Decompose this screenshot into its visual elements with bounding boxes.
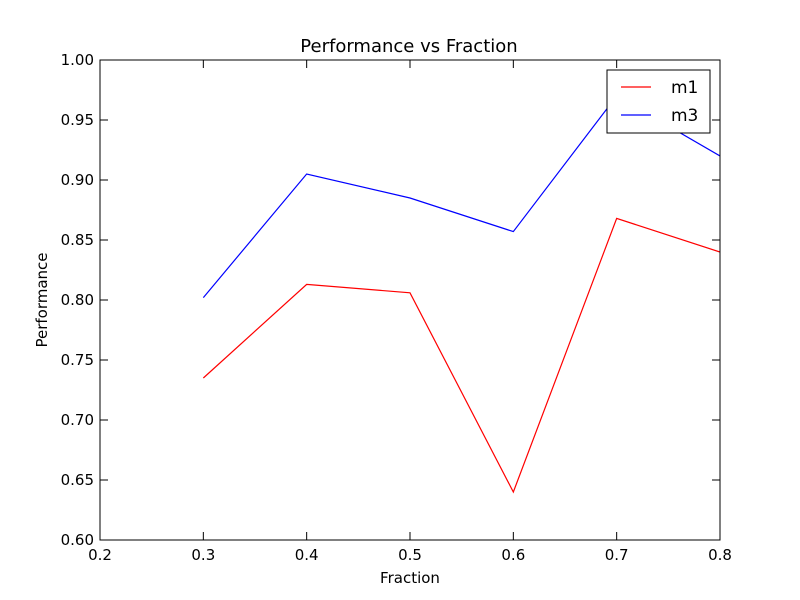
legend-box <box>606 69 711 134</box>
x-tick-label: 0.6 <box>501 546 525 564</box>
y-tick-label: 0.80 <box>61 291 94 309</box>
x-tick-label: 0.4 <box>295 546 319 564</box>
y-tick-label: 0.60 <box>61 531 94 549</box>
legend: m1 m3 <box>606 69 711 134</box>
y-tick-label: 0.90 <box>61 171 94 189</box>
legend-label-m1: m1 <box>671 78 698 98</box>
plot-frame <box>99 59 721 541</box>
plot-area <box>100 60 720 540</box>
x-tick-label: 0.3 <box>191 546 215 564</box>
x-tick-label: 0.8 <box>708 546 732 564</box>
y-tick-label: 0.95 <box>61 111 94 129</box>
legend-label-m3: m3 <box>671 106 698 126</box>
x-tick-label: 0.7 <box>605 546 629 564</box>
ticks-layer: 0.2 0.3 0.4 0.5 0.6 0.7 0.8 0.60 0.65 0.70 0.75 0.8… <box>61 51 732 564</box>
x-tick-label: 0.5 <box>398 546 422 564</box>
y-tick-label: 1.00 <box>61 51 94 69</box>
y-tick-label: 0.65 <box>61 471 94 489</box>
plot-background <box>100 60 720 540</box>
series-line-m1 <box>202 217 720 494</box>
y-tick-label: 0.70 <box>61 411 94 429</box>
chart-title: Performance vs Fraction <box>300 36 517 57</box>
y-axis-label: Performance <box>33 252 51 347</box>
y-tick-label: 0.75 <box>61 351 94 369</box>
x-tick-label: 0.2 <box>88 546 112 564</box>
y-tick-label: 0.85 <box>61 231 94 249</box>
x-axis-label: Fraction <box>380 569 440 587</box>
